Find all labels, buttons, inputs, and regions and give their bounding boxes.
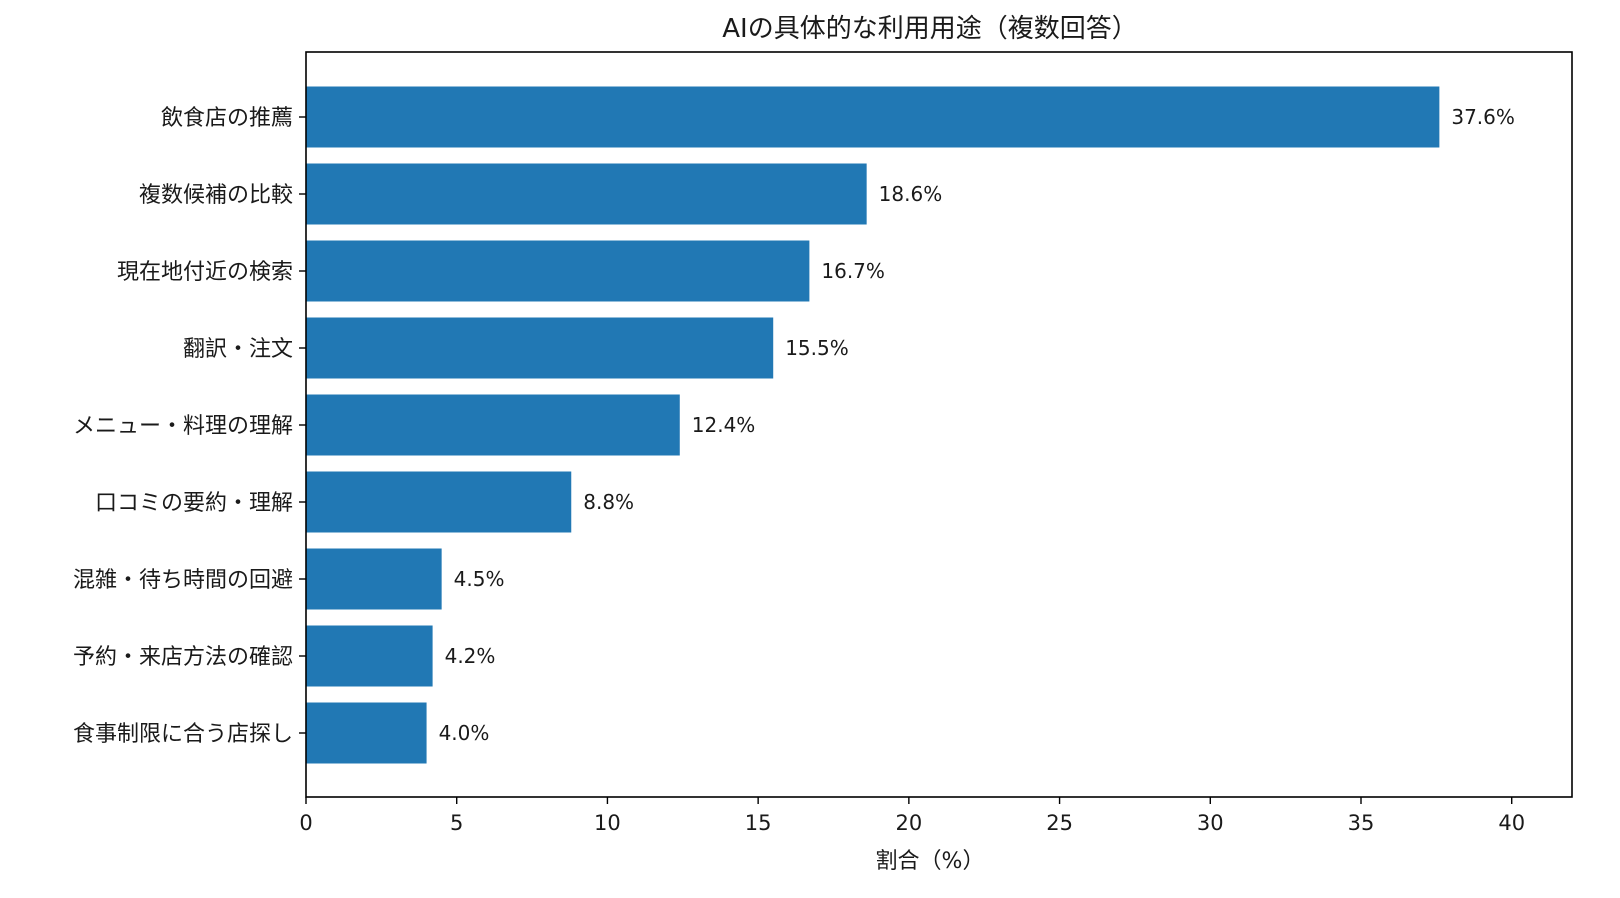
category-label-7: 混雑・待ち時間の回避 bbox=[73, 568, 293, 593]
bar-9 bbox=[306, 702, 427, 764]
category-labels-group: 飲食店の推薦複数候補の比較現在地付近の検索翻訳・注文メニュー・料理の理解口コミの… bbox=[73, 106, 306, 747]
value-label-4: 15.5% bbox=[785, 336, 849, 360]
plot-frame bbox=[305, 51, 1573, 798]
value-label-2: 18.6% bbox=[879, 182, 943, 206]
value-label-1: 37.6% bbox=[1451, 105, 1515, 129]
bar-1 bbox=[306, 86, 1440, 148]
bars-group bbox=[306, 86, 1440, 764]
category-label-9: 食事制限に合う店探し bbox=[73, 722, 293, 747]
category-label-8: 予約・来店方法の確認 bbox=[73, 645, 293, 670]
bar-6 bbox=[306, 471, 572, 533]
chart-title: AIの具体的な利用用途（複数回答） bbox=[722, 14, 1137, 44]
x-axis-label: 割合（%） bbox=[876, 849, 985, 874]
x-tick-label-25: 25 bbox=[1046, 811, 1073, 835]
category-label-4: 翻訳・注文 bbox=[183, 337, 293, 362]
bar-2 bbox=[306, 163, 867, 225]
x-tick-label-20: 20 bbox=[895, 811, 922, 835]
bar-7 bbox=[306, 548, 442, 610]
x-tick-label-10: 10 bbox=[594, 811, 621, 835]
bar-3 bbox=[306, 240, 810, 302]
bar-8 bbox=[306, 625, 433, 687]
value-label-8: 4.2% bbox=[445, 644, 496, 668]
value-labels-group: 37.6% 18.6% 16.7% 15.5% 12.4% 8.8% 4.5% 4.2% 4.0… bbox=[439, 105, 1515, 745]
x-tick-label-40: 40 bbox=[1498, 811, 1525, 835]
x-tick-label-30: 30 bbox=[1197, 811, 1224, 835]
value-label-6: 8.8% bbox=[583, 490, 634, 514]
x-tick-label-35: 35 bbox=[1348, 811, 1375, 835]
value-label-5: 12.4% bbox=[692, 413, 756, 437]
category-label-3: 現在地付近の検索 bbox=[117, 260, 293, 285]
x-tick-label-15: 15 bbox=[745, 811, 772, 835]
bar-5 bbox=[306, 394, 680, 456]
value-label-7: 4.5% bbox=[454, 567, 505, 591]
category-label-6: 口コミの要約・理解 bbox=[95, 491, 293, 516]
category-label-2: 複数候補の比較 bbox=[139, 183, 293, 208]
x-tick-label-5: 5 bbox=[450, 811, 463, 835]
category-label-1: 飲食店の推薦 bbox=[161, 106, 293, 131]
value-label-9: 4.0% bbox=[439, 721, 490, 745]
bar-4 bbox=[306, 317, 774, 379]
x-ticks-group: 0 5 10 15 20 25 30 35 40 bbox=[299, 797, 1525, 835]
x-tick-label-0: 0 bbox=[299, 811, 312, 835]
category-label-5: メニュー・料理の理解 bbox=[73, 414, 293, 439]
value-label-3: 16.7% bbox=[821, 259, 885, 283]
